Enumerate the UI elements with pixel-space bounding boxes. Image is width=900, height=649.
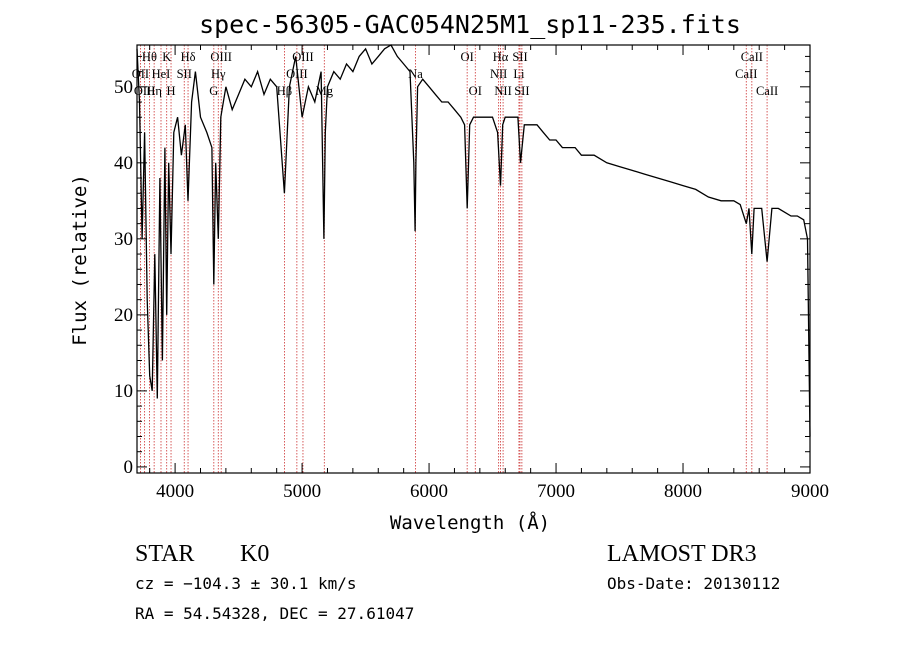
line-label: OI xyxy=(461,50,474,64)
chart-title: spec-56305-GAC054N25M1_sp11-235.fits xyxy=(199,10,741,39)
x-axis-ticks: 4000 5000 6000 7000 8000 9000 xyxy=(149,45,829,502)
line-label: H xyxy=(167,84,176,98)
line-label: K xyxy=(162,50,171,64)
y-tick-label: 10 xyxy=(114,381,133,402)
line-label: HeI xyxy=(152,67,171,81)
y-tick-label: 50 xyxy=(114,77,133,98)
line-label: OI xyxy=(469,84,482,98)
line-label: G xyxy=(209,84,218,98)
line-label: Hδ xyxy=(181,50,196,64)
plot-frame xyxy=(136,44,811,474)
line-label: NII xyxy=(494,84,511,98)
plot-area xyxy=(136,44,811,437)
line-label: Hη xyxy=(146,84,162,98)
x-tick-label: 5000 xyxy=(283,481,321,502)
info-block: STAR K0 LAMOST DR3 cz = −104.3 ± 30.1 km… xyxy=(135,541,780,623)
line-label: Li xyxy=(513,67,525,81)
coordinates: RA = 54.54328, DEC = 27.61047 xyxy=(135,604,414,623)
line-label: CaII xyxy=(735,67,757,81)
x-axis-title: Wavelength (Å) xyxy=(390,511,550,534)
line-label: Hβ xyxy=(277,84,292,98)
spectrum-line xyxy=(136,44,811,437)
line-label: SII xyxy=(514,84,529,98)
line-label: SII xyxy=(177,67,192,81)
y-axis-title: Flux (relative) xyxy=(69,174,91,346)
line-label: Na xyxy=(408,67,423,81)
x-tick-label: 8000 xyxy=(664,481,702,502)
y-tick-label: 40 xyxy=(114,153,133,174)
x-tick-label: 6000 xyxy=(410,481,448,502)
line-label: Hγ xyxy=(211,67,226,81)
y-tick-label: 30 xyxy=(114,229,133,250)
object-subclass: K0 xyxy=(240,541,269,567)
line-label: OIII xyxy=(210,50,232,64)
survey-name: LAMOST DR3 xyxy=(607,541,757,567)
line-label: Hθ xyxy=(142,50,157,64)
line-label: OIII xyxy=(292,50,314,64)
line-label: OIII xyxy=(286,67,308,81)
y-tick-label: 0 xyxy=(124,457,134,478)
x-tick-label: 4000 xyxy=(156,481,194,502)
line-label: NII xyxy=(490,67,507,81)
line-label: SII xyxy=(512,50,527,64)
line-label: CaII xyxy=(741,50,763,64)
cz-value: cz = −104.3 ± 30.1 km/s xyxy=(135,574,357,593)
object-class: STAR xyxy=(135,541,194,567)
y-axis-ticks: 0 10 20 30 40 50 xyxy=(114,55,810,478)
line-label: OIII xyxy=(134,84,156,98)
x-tick-label: 7000 xyxy=(537,481,575,502)
line-label: Hα xyxy=(493,50,509,64)
line-label: CaII xyxy=(756,84,778,98)
x-tick-label: 9000 xyxy=(791,481,829,502)
line-label: Mg xyxy=(316,84,334,98)
line-label: OII xyxy=(132,67,149,81)
y-tick-label: 20 xyxy=(114,305,133,326)
obs-date: Obs-Date: 20130112 xyxy=(607,574,780,593)
